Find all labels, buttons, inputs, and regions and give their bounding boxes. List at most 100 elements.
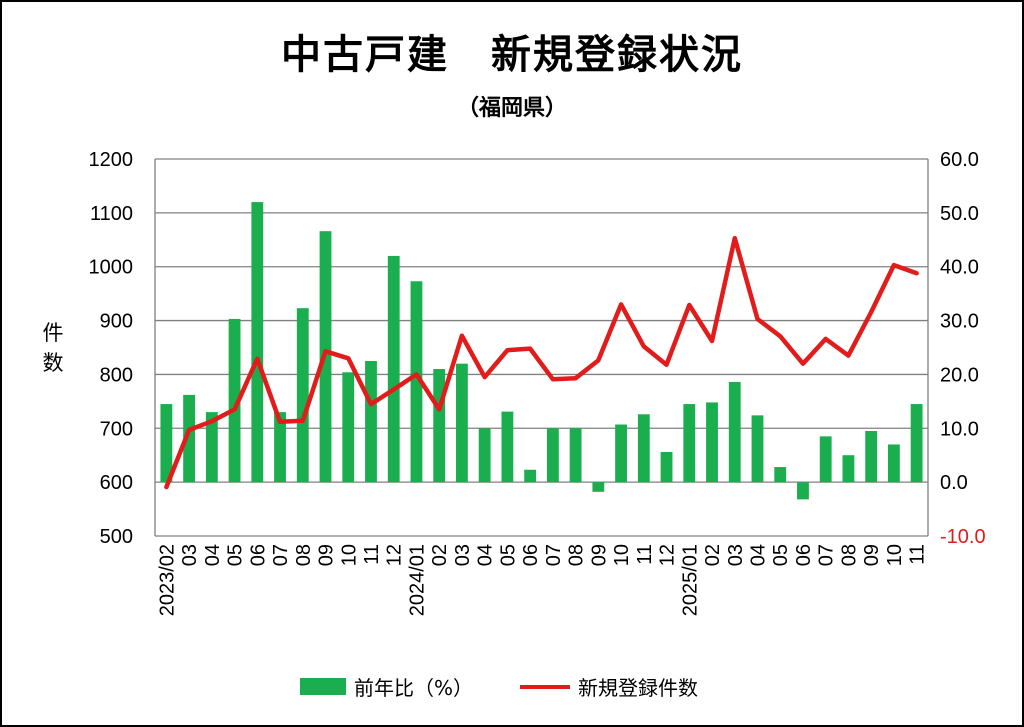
axes: 500 600 700 800 900 1000 1100 1200 -10.0 0.0 10.0 2…	[89, 149, 986, 616]
bar	[296, 308, 309, 483]
y-left-tick-label: 700	[100, 418, 133, 440]
bar	[751, 415, 764, 483]
x-tick-label: 10	[611, 544, 633, 566]
x-tick-label: 07	[270, 544, 292, 566]
legend-line-label: 新規登録件数	[578, 676, 698, 700]
x-tick-label: 06	[793, 544, 815, 566]
bar	[433, 369, 446, 483]
x-tick-label: 03	[452, 544, 474, 566]
legend-item-bar: 前年比（%）	[300, 672, 473, 701]
x-tick-label: 03	[179, 544, 201, 566]
bar	[478, 428, 491, 483]
bar	[865, 430, 878, 483]
bar-series	[160, 202, 923, 500]
x-tick-label: 08	[838, 544, 860, 566]
bar	[456, 363, 468, 483]
bar	[228, 318, 241, 483]
chart-title: 中古戸建 新規登録状況	[281, 32, 743, 78]
x-tick-label: 11	[907, 544, 929, 565]
x-tick-label: 03	[725, 544, 747, 566]
x-tick-label: 07	[816, 544, 838, 566]
x-tick-label: 04	[475, 544, 497, 566]
x-tick-label: 09	[861, 544, 883, 566]
y-left-tick-label: 500	[100, 526, 133, 548]
y-axis-label-left: 件 数	[38, 318, 68, 378]
x-tick-label: 2025/01	[679, 544, 701, 616]
bar	[683, 404, 696, 483]
bar	[637, 414, 650, 483]
bar	[569, 428, 582, 483]
y-right-tick-label: 50.0	[940, 203, 979, 225]
x-tick-label: 10	[338, 544, 360, 566]
y-left-tick-label: 1000	[89, 257, 134, 279]
gridlines	[155, 158, 928, 537]
bar	[797, 482, 809, 500]
y-right-tick-label: 60.0	[940, 149, 979, 171]
x-tick-label: 04	[747, 544, 769, 566]
y-right-tick-label: 10.0	[940, 418, 979, 440]
bar	[524, 469, 537, 483]
bar	[251, 202, 264, 483]
bar	[387, 255, 400, 483]
x-tick-label: 09	[588, 544, 610, 566]
line-series	[164, 235, 919, 490]
x-tick-label: 2023/02	[156, 544, 178, 616]
bar	[660, 451, 673, 483]
bar	[342, 372, 355, 483]
bar	[546, 428, 559, 483]
bar	[774, 467, 787, 483]
y-left-tick-label: 900	[100, 311, 133, 333]
bar	[910, 404, 923, 483]
y-right-tick-label: 20.0	[940, 364, 979, 386]
bar	[706, 402, 718, 483]
x-tick-label: 04	[202, 544, 224, 566]
y-axis-label-char-1: 件	[42, 321, 64, 345]
y-left-tick-label: 1100	[90, 203, 133, 225]
y-right-tick-label: 40.0	[940, 257, 979, 279]
x-tick-label: 08	[566, 544, 588, 566]
bar	[160, 404, 173, 483]
legend-bar-swatch	[300, 678, 346, 695]
bar	[183, 394, 196, 483]
y-left-tick-label: 800	[100, 364, 133, 386]
x-tick-label: 11	[361, 544, 383, 565]
x-tick-label: 02	[702, 544, 724, 566]
y-right-tick-label: 30.0	[940, 311, 979, 333]
x-tick-label: 05	[497, 544, 519, 566]
x-tick-label: 09	[316, 544, 338, 566]
legend-bar-label: 前年比（%）	[354, 676, 474, 700]
bar	[819, 436, 832, 483]
x-tick-label: 05	[770, 544, 792, 566]
bar	[365, 360, 377, 483]
bar	[205, 412, 218, 483]
bar	[592, 482, 605, 492]
y-right-tick-label: 0.0	[940, 472, 968, 494]
y-left-tick-label: 600	[100, 472, 133, 494]
x-tick-label: 10	[884, 544, 906, 566]
bar	[274, 412, 286, 483]
legend-line-swatch	[520, 684, 570, 689]
chart-subtitle: （福岡県）	[456, 96, 567, 121]
bar	[410, 281, 423, 483]
legend: 前年比（%） 新規登録件数	[0, 672, 1024, 702]
x-tick-label: 2024/01	[406, 544, 428, 616]
bar	[501, 411, 514, 483]
x-tick-label: 12	[384, 544, 406, 566]
bar	[887, 444, 900, 483]
x-tick-label: 12	[657, 544, 679, 566]
bar	[842, 455, 855, 483]
x-tick-label: 06	[247, 544, 269, 566]
x-tick-label: 02	[429, 544, 451, 566]
x-tick-label: 08	[293, 544, 315, 566]
y-axis-label-char-2: 数	[42, 351, 64, 375]
bar	[728, 381, 741, 483]
x-tick-label: 05	[225, 544, 247, 566]
x-tick-label: 06	[520, 544, 542, 566]
y-right-tick-label: -10.0	[940, 526, 986, 548]
x-tick-label: 07	[543, 544, 565, 566]
x-tick-label: 11	[634, 544, 656, 565]
legend-item-line: 新規登録件数	[520, 672, 698, 701]
bar	[615, 424, 627, 483]
